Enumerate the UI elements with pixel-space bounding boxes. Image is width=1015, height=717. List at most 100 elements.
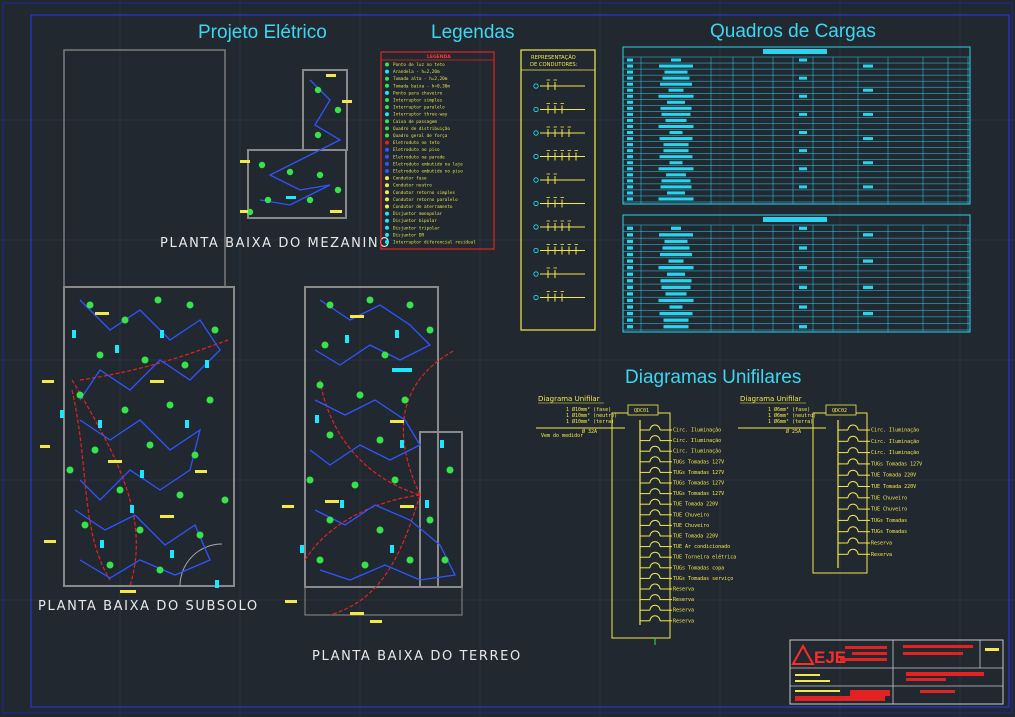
circuit-branch: Circ. Iluminação (838, 447, 919, 456)
table-cell-fill (627, 112, 633, 116)
conductor-symbol (533, 244, 585, 255)
table-cell-fill (627, 266, 633, 270)
legend-symbol-icon (385, 98, 389, 102)
legend-item-label: Eletroduto no piso (393, 147, 440, 153)
circuit-branch: Circ. Iluminação (838, 435, 919, 445)
table-cell-fill (627, 197, 633, 201)
legend-symbol-icon (385, 126, 389, 131)
circuit-branch: Reserva (640, 615, 694, 624)
heading-unifilar: Diagramas Unifilares (625, 367, 801, 388)
table-cell-fill (658, 266, 694, 270)
diagram-left-panel-name: QDC01 (634, 408, 649, 414)
circuit-label: TUE Torneira elétrica (673, 554, 736, 561)
terreo-conduit-2 (304, 494, 421, 561)
legend-item-label: Ponto de luz no teto (393, 62, 445, 68)
plan-subsolo: PLANTA BAIXA DO SUBSOLO (38, 49, 259, 614)
table-cell-fill (658, 298, 694, 303)
breaker-icon (649, 488, 661, 494)
conductor-symbol (533, 173, 585, 184)
circuit-branch: Reserva (640, 594, 694, 603)
diagram-right-feeder-3: 1 Ø6mm² (terra) (768, 418, 813, 425)
table-cell-fill (863, 185, 873, 189)
table-cell-fill (863, 285, 873, 289)
terreo-wiring-c (314, 504, 456, 581)
plan-terreo: PLANTA BAIXA DO TERREO (282, 286, 522, 664)
table-cell-fill (627, 94, 633, 98)
table-cell-fill (660, 252, 692, 257)
diagram-right-main-breaker: Ø 25A (786, 428, 801, 435)
terreo-annex (419, 431, 463, 588)
circuit-label: TUE Ar condicionado (673, 544, 730, 550)
circuit-label: Reserva (871, 541, 892, 547)
circuit-branch: TUE Ar condicionado (640, 541, 730, 550)
table-cell-fill (627, 58, 633, 62)
plan-title-subsolo: PLANTA BAIXA DO SUBSOLO (38, 599, 259, 614)
table-cell-fill (799, 246, 807, 250)
table-cell-fill (799, 131, 807, 135)
circuit-branch: TUGs Tomadas 127V (838, 458, 922, 467)
table-cell-fill (863, 233, 873, 237)
circuit-branch: TUE Chuveiro (838, 503, 907, 513)
circuit-label: Circ. Iluminação (871, 439, 919, 445)
table-cell-fill (627, 292, 633, 296)
table-cell-fill (671, 58, 681, 62)
table-cell-fill (659, 64, 693, 68)
circuit-label: Reserva (673, 608, 694, 614)
subsolo-labels (40, 312, 207, 593)
circuit-label: TUE Tomada 220V (871, 484, 916, 490)
title-block-fields (795, 648, 999, 692)
table-cell-fill (627, 82, 633, 86)
breaker-icon (847, 458, 859, 464)
table-cell-fill (659, 311, 693, 316)
legend-symbol-icon (385, 197, 389, 202)
circuit-branch: TUGs Tomadas (838, 514, 907, 524)
plan-title-mezanino: PLANTA BAIXA DO MEZANINO (160, 236, 391, 251)
diagram-left-panel-tag (627, 404, 659, 416)
table-cell-fill (668, 259, 684, 263)
circuit-branch: TUE Torneira elétrica (640, 551, 736, 561)
table-cell-fill (658, 94, 694, 98)
circuit-branch: Reserva (640, 583, 694, 593)
legend-item-label: Interruptor diferencial residual (393, 240, 476, 246)
terreo-panel (392, 368, 412, 372)
mezanino-wiring (259, 79, 342, 206)
table-cell-fill (627, 70, 633, 74)
circuit-label: Reserva (673, 618, 694, 624)
table-cell-fill (627, 272, 633, 276)
legend-item-label: Eletroduto no teto (393, 140, 440, 146)
legend-item-label: Disjuntor monopolar (393, 211, 443, 217)
table-cell-fill (669, 131, 683, 135)
terreo-wiring-b (309, 399, 421, 466)
circuit-label: TUGs Tomadas copa (673, 565, 724, 571)
legend-item-label: Condutor neutro (393, 183, 432, 189)
terreo-conduit-1 (402, 349, 456, 496)
breaker-icon (649, 456, 661, 462)
plan-title-terreo: PLANTA BAIXA DO TERREO (312, 649, 522, 664)
circuit-branch: TUGs Tomadas (838, 526, 907, 535)
table-cell-fill (662, 76, 690, 80)
legend-symbol-icon (385, 140, 389, 145)
table-cell-fill (863, 112, 873, 116)
circuit-label: Circ. Iluminação (871, 428, 919, 434)
circuit-branch: Circ. Iluminação (640, 424, 721, 434)
legend-item-label: Interruptor paralelo (393, 105, 445, 111)
circuit-label: TUE Tomada 220V (673, 502, 718, 508)
table-cell-fill (627, 118, 633, 122)
table-cell-fill (627, 173, 633, 177)
legend-item-label: Quadro de distribuição (393, 126, 450, 132)
load-table-1 (622, 46, 971, 205)
legend-symbol-icon (385, 190, 389, 195)
breaker-icon (649, 572, 661, 579)
table-cell-fill (799, 58, 807, 62)
table-cell-fill (663, 325, 689, 329)
circuit-branch: TUE Chuveiro (640, 519, 709, 529)
terreo-labels (282, 315, 414, 623)
breaker-icon (847, 492, 859, 498)
conductors-title-1: REPRESENTAÇÃO (531, 54, 576, 61)
terreo-light-points (306, 296, 454, 569)
subsolo-site-outline (63, 49, 226, 287)
table-cell-fill (627, 179, 633, 183)
circuit-label: Reserva (673, 597, 694, 603)
legend-item-label: Disjuntor bipolar (393, 218, 437, 224)
